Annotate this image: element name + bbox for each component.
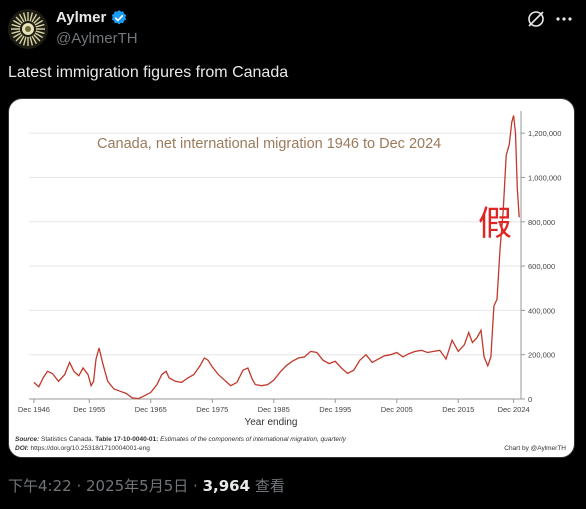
avatar[interactable]: [8, 9, 48, 49]
chart-image[interactable]: Canada, net international migration 1946…: [8, 98, 575, 458]
y-tick-label: 400,000: [528, 306, 555, 315]
tweet-text: Latest immigration figures from Canada: [8, 64, 289, 81]
doi-text: https://doi.org/10.25318/1710004001-eng: [31, 445, 151, 452]
x-tick-label: Dec 1965: [135, 405, 167, 414]
doi-label: DOI:: [15, 445, 29, 452]
x-tick-label: Dec 1955: [73, 405, 105, 414]
source-table: Table 17-10-0040-01:: [95, 436, 158, 443]
line-chart: Canada, net international migration 1946…: [15, 111, 566, 452]
verified-badge-icon: [111, 10, 127, 25]
handle[interactable]: @AylmerTH: [56, 30, 138, 47]
y-tick-label: 800,000: [528, 218, 555, 227]
view-count: 3,964: [202, 477, 251, 495]
tweet-meta: 下午4:22 · 2025年5月5日 · 3,964 查看: [8, 475, 285, 496]
x-tick-label: Dec 1975: [196, 405, 228, 414]
x-tick-label: Dec 1985: [258, 405, 290, 414]
display-name[interactable]: Aylmer: [56, 9, 107, 26]
x-axis-label: Year ending: [244, 417, 297, 428]
source-label: Source:: [15, 436, 39, 443]
doi-line: DOI: https://doi.org/10.25318/1710004001…: [15, 445, 150, 452]
grok-icon[interactable]: [526, 9, 546, 29]
x-tick-label: Dec 1946: [18, 405, 50, 414]
y-tick-label: 1,000,000: [528, 173, 561, 182]
y-tick-label: 200,000: [528, 351, 555, 360]
x-axis: Dec 1946 Dec 1955 Dec 1965 Dec 1975 Dec 1985…: [18, 398, 530, 414]
source-line: Source: Statistics Canada. Table 17-10-0…: [15, 436, 347, 443]
grid-lines: [29, 132, 521, 400]
x-tick-label: Dec 2024: [498, 405, 530, 414]
series-line: [33, 115, 520, 400]
x-tick-label: Dec 2015: [442, 405, 474, 414]
y-tick-label: 1,200,000: [528, 129, 561, 138]
view-count-label: 查看: [254, 477, 285, 495]
y-tick-label: 0: [528, 395, 532, 404]
avatar-image: [8, 9, 48, 49]
chart-title: Canada, net international migration 1946…: [97, 136, 441, 152]
tweet-timestamp[interactable]: 下午4:22 · 2025年5月5日: [8, 477, 189, 495]
x-tick-label: Dec 1995: [319, 405, 351, 414]
more-icon[interactable]: [554, 9, 574, 29]
x-tick-label: Dec 2005: [381, 405, 413, 414]
y-tick-label: 600,000: [528, 262, 555, 271]
meta-separator: ·: [193, 477, 198, 495]
source-desc: Estimates of the components of internati…: [160, 436, 346, 443]
overlay-stamp-text: 假: [478, 204, 512, 244]
chart-credit: Chart by @AylmerTH: [504, 445, 566, 452]
source-text: Statistics Canada.: [41, 436, 94, 443]
y-axis: 0 200,000 400,000 600,000 800,000 1,000,000 1,…: [520, 111, 561, 404]
